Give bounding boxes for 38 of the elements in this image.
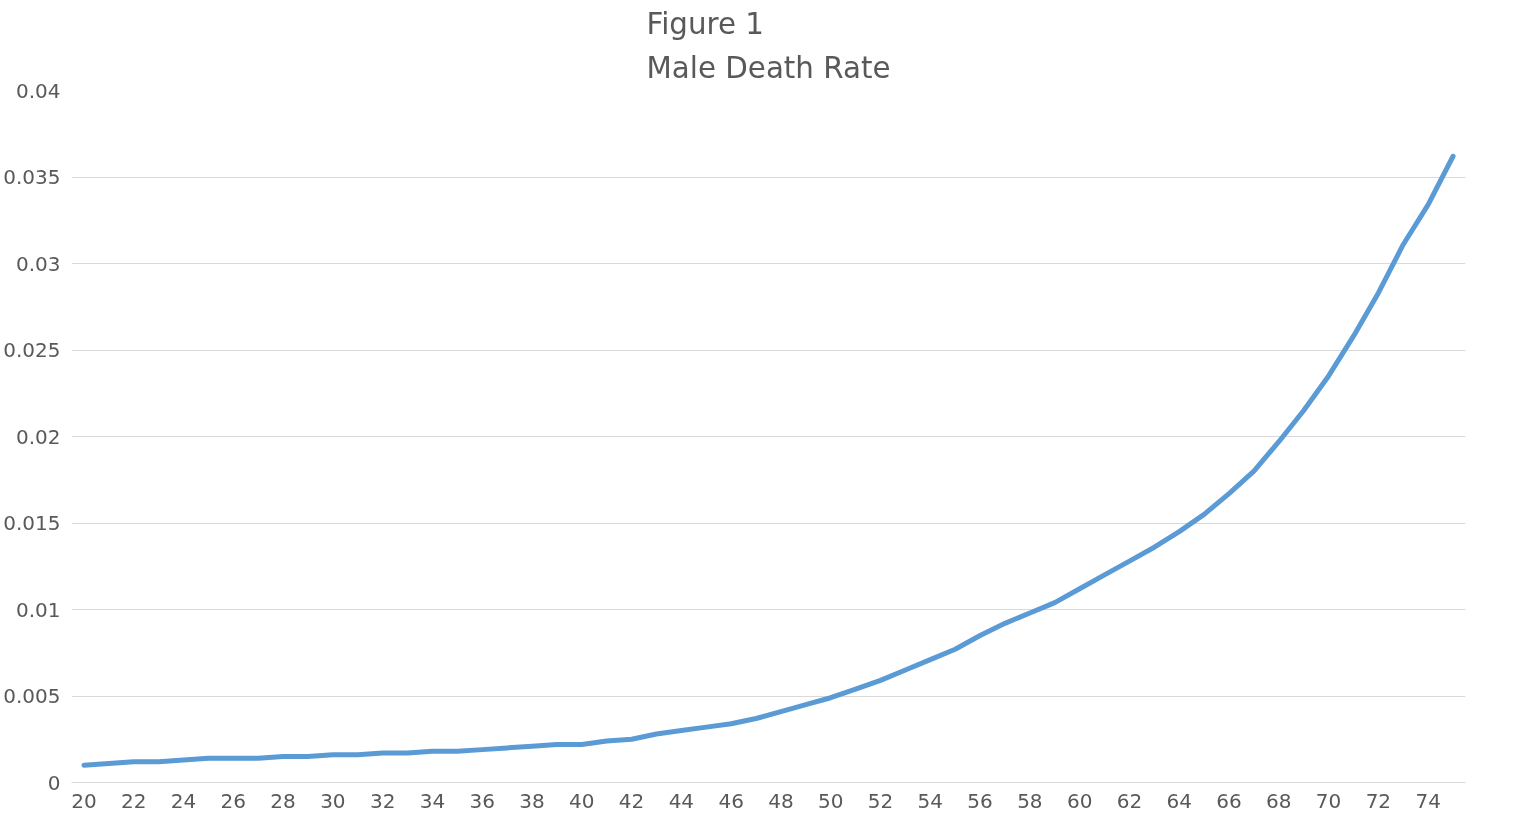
y-tick-label: 0.02	[15, 424, 61, 449]
x-tick-label: 70	[1315, 788, 1342, 813]
y-tick-label: 0.005	[3, 684, 61, 708]
y-tick-label: 0.04	[15, 78, 61, 103]
y-tick-label: 0.01	[15, 597, 61, 622]
x-tick-label: 48	[768, 788, 794, 813]
x-tick-label: 56	[967, 788, 993, 813]
x-tick-label: 32	[369, 788, 396, 813]
x-tick-label: 44	[668, 788, 695, 813]
x-tick-label: 38	[519, 788, 545, 813]
x-tick-label: 66	[1216, 788, 1242, 813]
chart-title: Figure 1 Male Death Rate	[646, 7, 891, 86]
x-tick-label: 60	[1066, 788, 1093, 813]
x-tick-label: 40	[569, 788, 595, 813]
x-tick-label: 64	[1166, 788, 1192, 813]
x-tick-label: 24	[170, 788, 197, 813]
x-tick-label: 26	[220, 788, 247, 813]
x-tick-label: 28	[270, 788, 296, 813]
x-tick-label: 50	[818, 788, 844, 813]
y-tick-label: 0.03	[15, 251, 61, 276]
y-tick-label: 0.035	[3, 165, 61, 189]
x-tick-label: 72	[1365, 788, 1392, 813]
y-tick-label: 0.025	[3, 338, 61, 362]
x-tick-label: 62	[1116, 788, 1143, 813]
x-tick-label: 36	[469, 788, 495, 813]
y-tick-label: 0.015	[3, 511, 61, 535]
y-tick-label: 0	[47, 770, 61, 795]
x-tick-label: 30	[320, 788, 346, 813]
x-tick-label: 22	[121, 788, 147, 813]
x-tick-label: 58	[1017, 788, 1043, 813]
x-tick-label: 34	[419, 788, 446, 813]
x-tick-label: 54	[917, 788, 944, 813]
x-tick-label: 52	[867, 788, 894, 813]
x-tick-label: 42	[618, 788, 645, 813]
x-tick-label: 68	[1266, 788, 1292, 813]
x-tick-label: 74	[1415, 788, 1441, 813]
x-tick-label: 20	[71, 788, 97, 813]
x-tick-label: 46	[718, 788, 744, 813]
